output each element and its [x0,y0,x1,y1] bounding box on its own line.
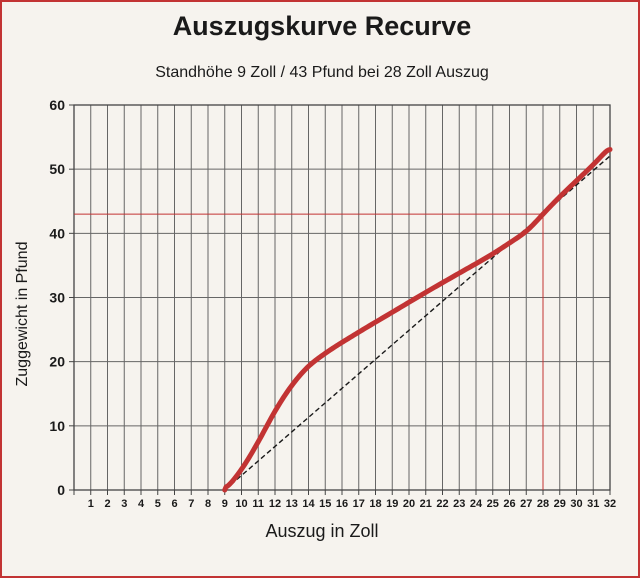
svg-text:25: 25 [487,498,499,510]
svg-text:60: 60 [49,97,65,113]
svg-text:10: 10 [235,498,247,510]
svg-text:16: 16 [336,498,348,510]
svg-text:40: 40 [49,225,65,241]
svg-text:18: 18 [369,498,381,510]
svg-text:20: 20 [403,498,415,510]
svg-text:32: 32 [604,498,616,510]
svg-text:2: 2 [104,498,110,510]
svg-text:23: 23 [453,498,465,510]
svg-text:4: 4 [138,498,145,510]
svg-text:13: 13 [286,498,298,510]
svg-text:0: 0 [57,482,65,498]
svg-text:1: 1 [88,498,94,510]
svg-text:10: 10 [49,418,65,434]
svg-text:6: 6 [171,498,177,510]
svg-text:50: 50 [49,161,65,177]
svg-text:31: 31 [587,498,599,510]
svg-text:30: 30 [570,498,582,510]
svg-text:22: 22 [436,498,448,510]
svg-text:17: 17 [353,498,365,510]
svg-text:27: 27 [520,498,532,510]
svg-text:8: 8 [205,498,211,510]
svg-text:7: 7 [188,498,194,510]
svg-text:28: 28 [537,498,549,510]
svg-text:26: 26 [503,498,515,510]
svg-text:15: 15 [319,498,331,510]
svg-text:11: 11 [252,498,264,510]
svg-text:20: 20 [49,354,65,370]
svg-text:14: 14 [302,498,315,510]
svg-text:12: 12 [269,498,281,510]
svg-text:5: 5 [155,498,161,510]
svg-text:19: 19 [386,498,398,510]
svg-text:9: 9 [222,498,228,510]
svg-text:30: 30 [49,290,65,306]
svg-text:29: 29 [554,498,566,510]
svg-text:24: 24 [470,498,483,510]
svg-text:3: 3 [121,498,127,510]
svg-text:21: 21 [420,498,432,510]
